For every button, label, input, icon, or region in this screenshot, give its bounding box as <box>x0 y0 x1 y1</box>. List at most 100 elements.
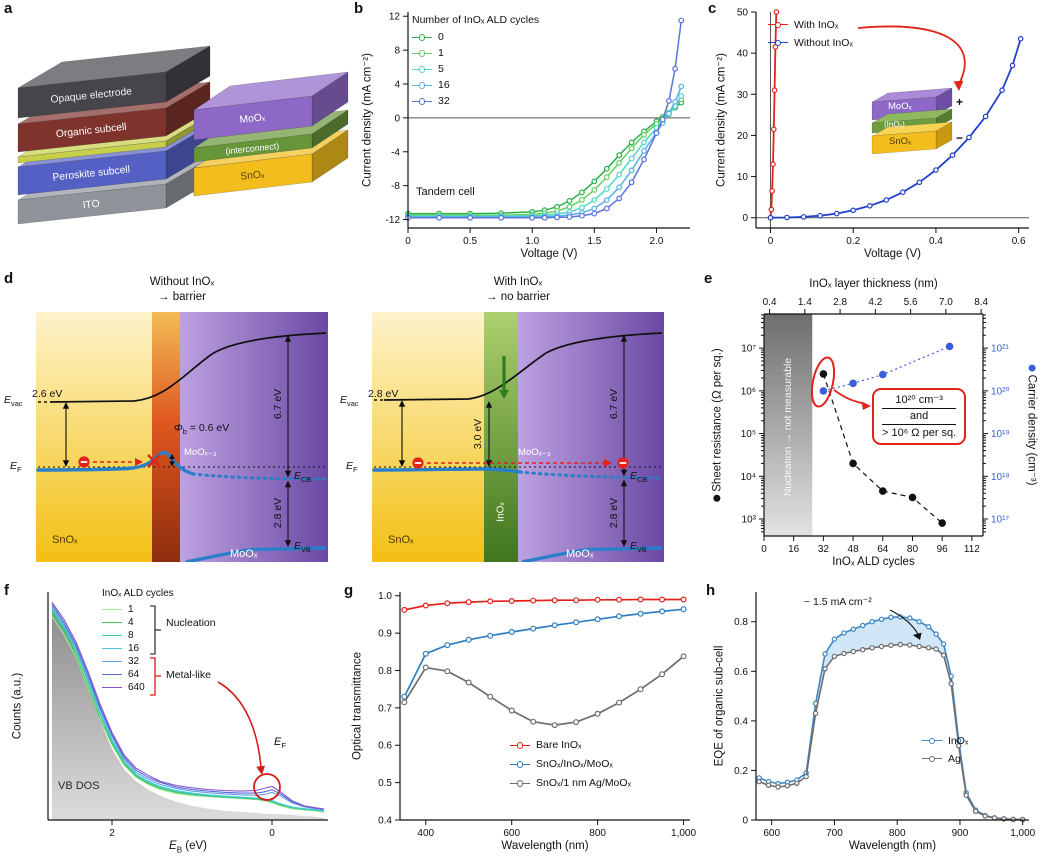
marker <box>878 616 885 623</box>
tick-label: 0 <box>405 236 411 247</box>
x-axis-label: EB (eV) <box>169 840 207 855</box>
series-32 <box>51 605 325 811</box>
tick-label: 10³ <box>742 515 757 526</box>
legend: InOₓ Ag <box>922 732 968 768</box>
series-Bare InOₓ <box>404 598 684 611</box>
snox-region <box>36 312 152 562</box>
panel-letter-f: f <box>4 582 9 599</box>
inset-moox-label: MoOₓ <box>888 101 912 112</box>
tick-label: 900 <box>952 828 969 839</box>
marker <box>907 642 913 648</box>
marker <box>672 98 679 105</box>
snox-label: SnOₓ <box>388 534 414 546</box>
blocked-x-mark <box>147 454 161 468</box>
inset-minus-label: − <box>956 131 964 145</box>
y-axis-label: Sheet resistance (Ω per sq.) <box>711 348 724 502</box>
marker <box>573 619 580 626</box>
marker <box>771 126 777 133</box>
marker <box>925 624 932 630</box>
workfunction-label: 2.6 eV <box>32 388 63 400</box>
tick-label: -8 <box>391 181 400 192</box>
legend-swatch <box>510 741 530 750</box>
tick-label: 1.0 <box>525 236 539 247</box>
marker <box>940 641 947 647</box>
marker <box>680 653 687 660</box>
inset-inox-label: (InOₓ) <box>884 120 905 129</box>
legend-item: SnOₓ/1 nm Ag/MoOₓ <box>510 774 631 793</box>
tick-label: 800 <box>589 828 606 839</box>
tick-label: 0.4 <box>929 236 943 247</box>
tick-label: 0.4 <box>763 297 777 308</box>
panel-letter-g: g <box>344 582 354 599</box>
legend-swatch <box>412 97 432 106</box>
layer-face <box>193 133 313 163</box>
legend-swatch <box>102 618 122 627</box>
marker <box>966 134 972 141</box>
legend-swatch <box>412 49 432 58</box>
tick-label: 10 <box>737 172 749 183</box>
snox-region <box>372 312 484 562</box>
tick-label: 2.0 <box>650 236 664 247</box>
marker <box>628 155 635 162</box>
tick-label: 700 <box>826 828 843 839</box>
tick-label: 0.6 <box>378 741 392 752</box>
legend: With InOₓ Without InOₓ <box>768 16 853 52</box>
inox-strip-label: InOₓ <box>495 502 507 522</box>
x2-axis-label: InOₓ layer thickness (nm) <box>809 278 938 290</box>
marker <box>768 206 775 213</box>
band-subtitle: → barrier <box>158 291 206 303</box>
marker <box>859 622 866 629</box>
marker <box>444 668 451 675</box>
tick-label: 0.6 <box>734 667 748 678</box>
series-SnOₓ/InOₓ/MoOₓ <box>403 608 684 698</box>
legend-label: 640 <box>128 681 145 693</box>
tick-label: 10⁶ <box>741 386 756 397</box>
marker <box>628 167 635 174</box>
moox-region <box>518 312 664 562</box>
tandem-jv-chart: 0 0.5 1.0 1.5 2.0 -12 -8 -4 0 4 8 12 <box>352 2 704 273</box>
band-diagram-without-inox <box>36 312 328 562</box>
marker <box>465 599 472 606</box>
marker <box>603 197 610 203</box>
marker <box>769 188 775 194</box>
marker <box>422 602 429 609</box>
legend-swatch <box>102 657 122 666</box>
tick-label: 0 <box>768 236 774 247</box>
marker <box>955 742 962 749</box>
layer-face <box>17 107 167 153</box>
series-Carrier density <box>823 345 950 392</box>
marker <box>467 214 473 221</box>
marker <box>530 718 537 725</box>
marker <box>1017 35 1024 42</box>
marker <box>897 614 903 620</box>
panel-letter-a: a <box>4 0 13 17</box>
series-640 <box>51 601 325 810</box>
marker <box>784 783 791 789</box>
legend: InOₓ ALD cycles 1 4 8 16 32 64 640 <box>102 588 174 694</box>
legend-item: 4 <box>102 616 174 629</box>
barrier-interface-region <box>152 312 180 562</box>
tick-label: 4 <box>394 80 400 91</box>
layer-face <box>193 95 313 141</box>
marker <box>867 203 873 209</box>
nucleation-group-label: Nucleation <box>166 617 216 629</box>
tick-label: 5.6 <box>904 297 918 308</box>
marker <box>616 184 623 191</box>
marker <box>938 519 947 527</box>
x-axis-label: InOₓ ALD cycles <box>832 556 915 568</box>
marker <box>551 722 558 729</box>
chart-e-svg: 0 16 32 48 64 80 96 112 10³ 10⁴ 10⁵ 10⁶ 10⁷ 0.4 1.4 2.8… <box>741 297 1010 555</box>
marker <box>401 699 408 706</box>
marker <box>637 610 644 617</box>
tick-label: 600 <box>503 828 520 839</box>
legend-label: 4 <box>128 616 134 628</box>
marker <box>933 646 939 652</box>
legend-item: 1 <box>102 603 174 616</box>
series-Ag <box>758 643 1023 821</box>
legend-swatch <box>102 670 122 679</box>
marker <box>925 645 932 651</box>
marker <box>616 195 623 202</box>
marker <box>616 171 623 178</box>
marker <box>422 664 429 671</box>
